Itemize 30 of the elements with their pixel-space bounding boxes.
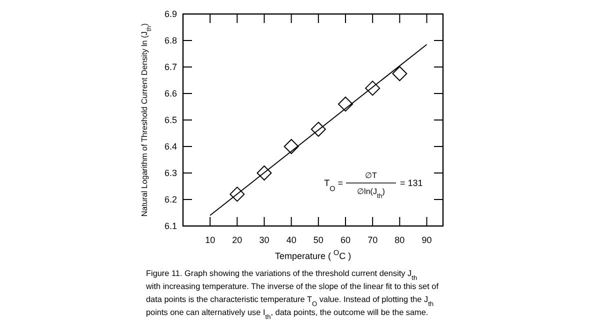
x-axis-title: Temperature ( $^{O}$C ) [274,248,352,261]
text: with increasing temperature. The inverse of the slope of the linear fit to this set of [145,282,440,291]
point [338,96,353,112]
y-tick-label: 6.2 [164,194,177,204]
y-tick-label: 6.8 [164,36,177,46]
y-tick-label: 6.6 [164,88,177,98]
text: points one can alternatively use I$_{th}$, data points, the outcome will be the same. [146,308,428,320]
text: data points is the characteristic temperature T$_{O}$ value. Instead of plotting the J$_{th}$ [146,295,434,308]
x-tick-label: 80 [394,235,405,245]
y-tick-label: 6.4 [164,142,177,152]
x-tick-label: 30 [259,235,270,245]
point [284,139,299,154]
x-tick-label: 70 [368,235,378,245]
caption: Figure 11. Graph showing the variations of the threshold current density J$_{th}$ [146,269,418,282]
x-tick-label: 50 [313,235,324,245]
annotation: ∅ln(J$_{th}$) [357,187,386,200]
y-tick-label: 6.5 [164,115,177,125]
point [392,66,408,82]
annotation: ∅T [365,171,378,180]
annotation: T$_{O}$ = [324,178,343,192]
x-tick-label: 40 [286,235,296,245]
y-tick-label: 6.3 [164,168,177,178]
y-tick-label: 6.1 [164,221,177,231]
x-tick-label: 90 [422,235,432,245]
x-tick-label: 10 [205,235,216,245]
y-tick-label: 6.9 [164,9,177,19]
x-tick-label: 60 [340,235,351,245]
x-tick-label: 20 [232,235,242,245]
y-tick-label: 6.7 [164,62,177,72]
annotation: = 131 [400,178,423,188]
